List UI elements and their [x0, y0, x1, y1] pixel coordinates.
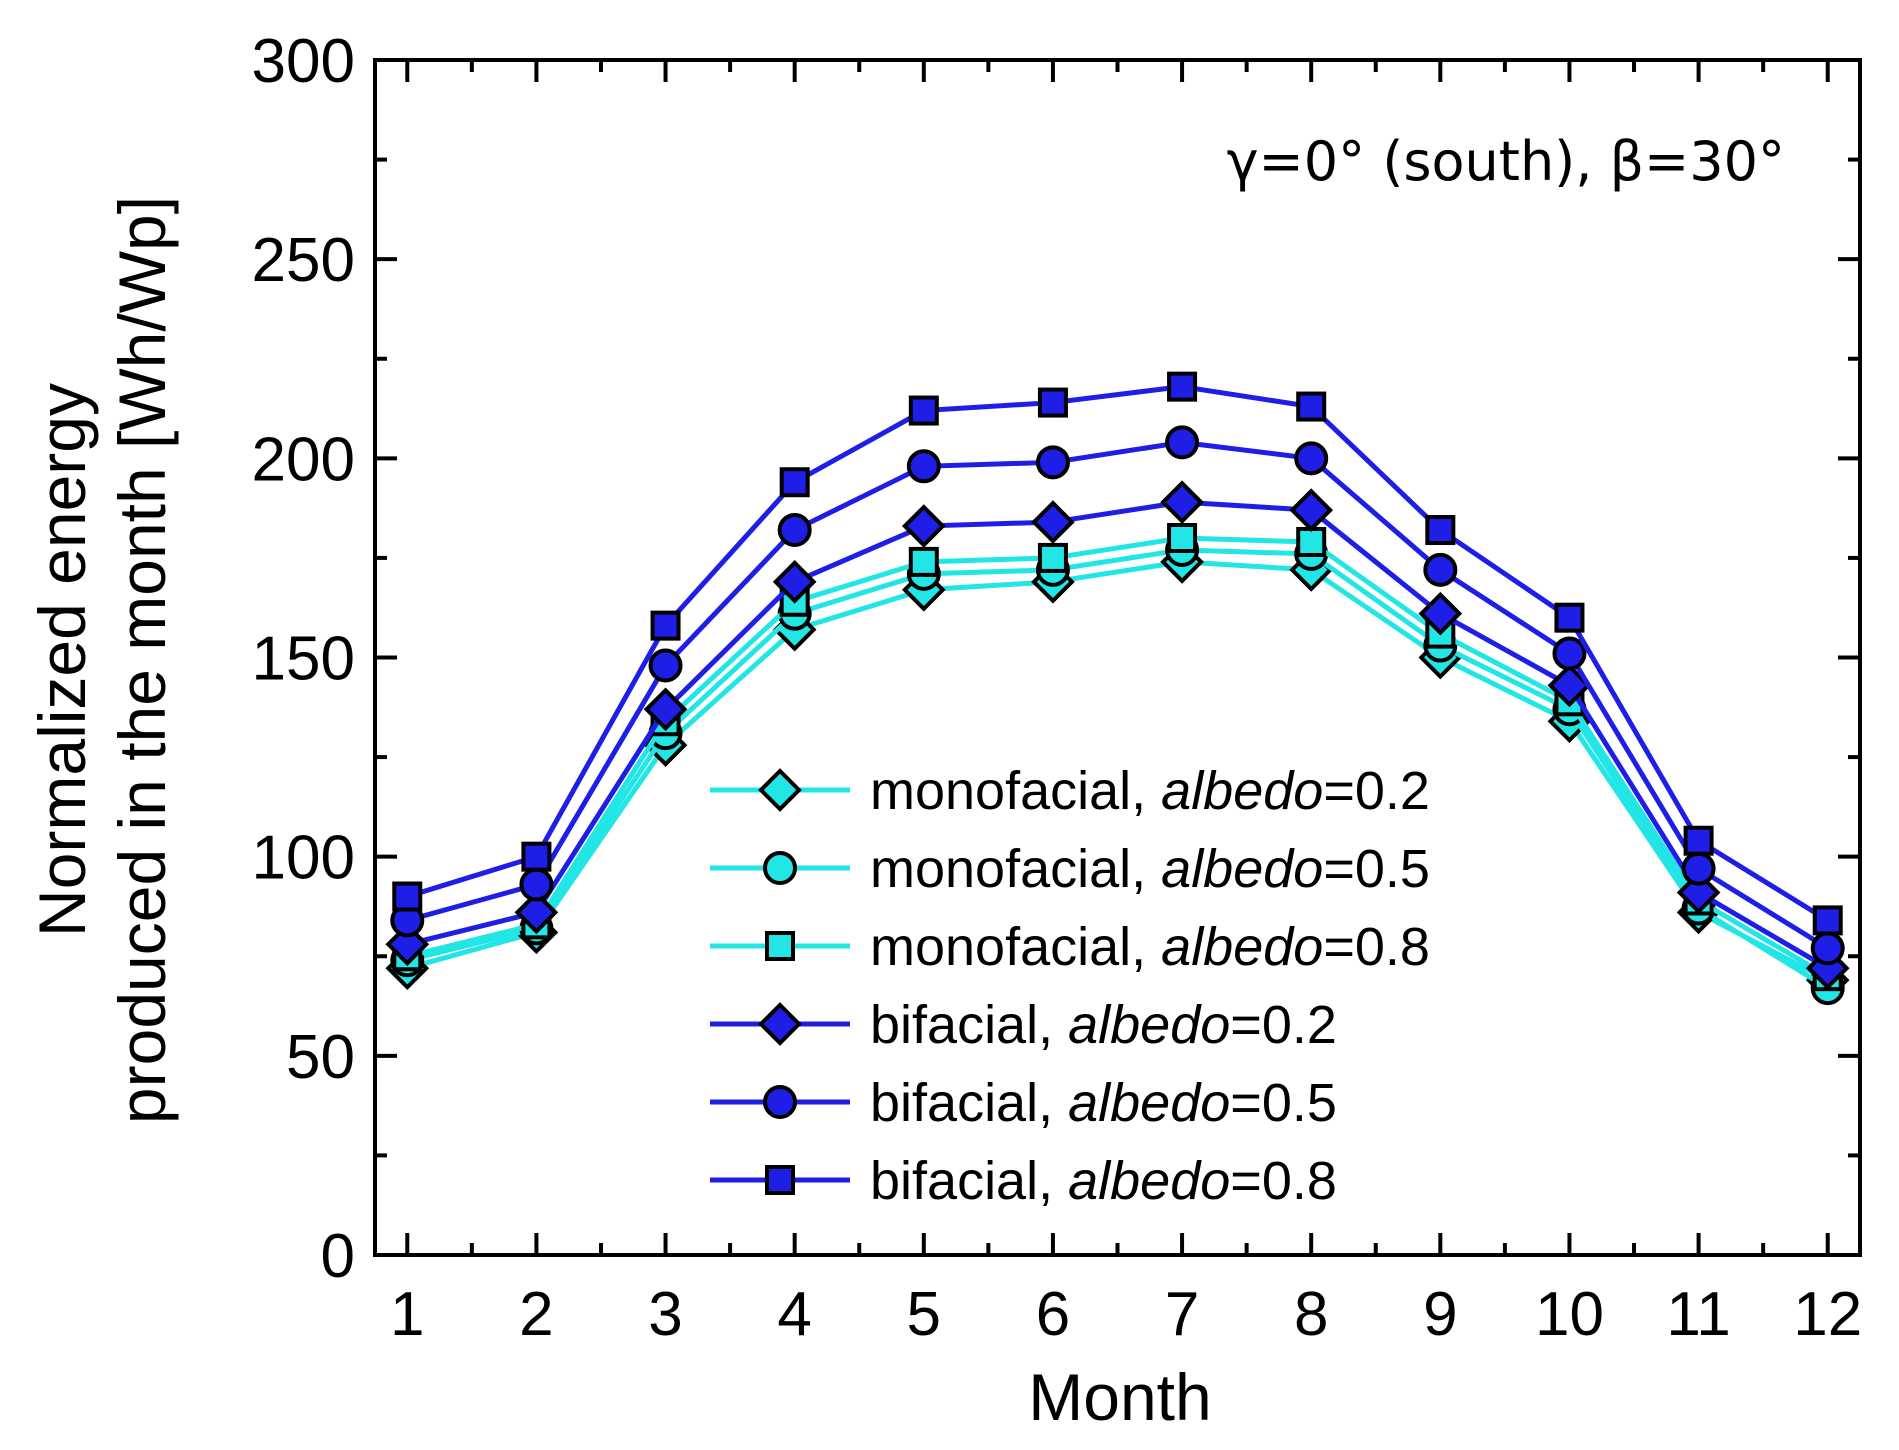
data-point	[392, 881, 423, 912]
x-tick-label: 4	[777, 1280, 811, 1349]
y-tick-label: 50	[286, 1023, 355, 1092]
data-point	[908, 395, 939, 426]
legend-marker	[758, 768, 802, 812]
series-line	[406, 559, 1829, 983]
legend-marker	[758, 1002, 802, 1046]
data-point	[1425, 515, 1456, 546]
data-point	[1296, 526, 1327, 557]
y-tick-label: 100	[252, 824, 355, 893]
data-point	[1160, 480, 1204, 524]
x-tick-label: 5	[907, 1280, 941, 1349]
x-tick-label: 3	[648, 1280, 682, 1349]
legend-entry: monofacial, albedo=0.2	[710, 761, 1430, 821]
data-point	[777, 513, 812, 548]
legend-label: monofacial, albedo=0.8	[870, 917, 1430, 977]
data-point	[1165, 425, 1200, 460]
data-point	[519, 867, 554, 902]
data-point	[906, 449, 941, 484]
legend-entry: monofacial, albedo=0.5	[710, 839, 1430, 899]
orientation-annotation: γ=0° (south), β=30°	[1227, 130, 1785, 193]
legend-label: monofacial, albedo=0.5	[870, 839, 1430, 899]
x-tick-label: 6	[1036, 1280, 1070, 1349]
series-5	[392, 371, 1843, 936]
series-layer	[385, 371, 1850, 1006]
data-point	[1037, 542, 1068, 573]
x-tick-label: 11	[1666, 1280, 1730, 1349]
data-point	[1296, 391, 1327, 422]
x-axis-title: Month	[1028, 1360, 1211, 1434]
x-tick-label: 10	[1535, 1280, 1604, 1349]
data-point	[521, 841, 552, 872]
data-point	[1035, 445, 1070, 480]
legend-entry: monofacial, albedo=0.8	[710, 917, 1430, 977]
data-point	[1681, 851, 1716, 886]
y-axis-title: Normalized energy produced in the month …	[25, 196, 179, 1124]
data-point	[1810, 931, 1845, 966]
data-point	[901, 504, 946, 548]
data-point	[1423, 552, 1458, 587]
data-point	[1552, 636, 1587, 671]
data-point	[1418, 591, 1463, 636]
data-point	[514, 890, 559, 935]
y-tick-label: 300	[252, 27, 355, 96]
legend-entry: bifacial, albedo=0.5	[710, 1073, 1337, 1133]
legend-entry: bifacial, albedo=0.8	[710, 1151, 1337, 1211]
legend-label: monofacial, albedo=0.2	[870, 761, 1430, 821]
y-tick-label: 0	[321, 1222, 355, 1291]
legend-marker	[765, 931, 795, 961]
y-tick-label: 150	[252, 625, 355, 694]
legend-entry: bifacial, albedo=0.2	[710, 995, 1337, 1055]
legend-label: bifacial, albedo=0.5	[870, 1073, 1337, 1133]
data-point	[1294, 441, 1329, 476]
data-point	[385, 922, 430, 967]
data-point	[1037, 387, 1068, 418]
legend-marker	[763, 851, 797, 885]
legend-label: bifacial, albedo=0.2	[870, 995, 1337, 1055]
x-tick-label: 2	[519, 1280, 553, 1349]
data-point	[1683, 825, 1714, 856]
y-axis-title-line1: Normalized energy	[25, 383, 99, 937]
data-point	[779, 467, 810, 498]
series-line	[406, 384, 1830, 923]
series-line	[406, 535, 1829, 979]
data-point	[1289, 488, 1334, 532]
series-line	[406, 439, 1830, 951]
data-point	[650, 610, 681, 641]
x-tick-label: 8	[1294, 1280, 1328, 1349]
x-tick-label: 7	[1165, 1280, 1199, 1349]
data-point	[1676, 870, 1721, 915]
series-line	[406, 547, 1830, 991]
y-tick-label: 200	[252, 425, 355, 494]
data-point	[1167, 523, 1198, 553]
y-axis-title-line2: produced in the month [Wh/Wp]	[105, 196, 179, 1124]
x-tick-label: 9	[1423, 1280, 1457, 1349]
data-point	[772, 559, 817, 604]
x-tick-label: 1	[390, 1280, 424, 1349]
legend: monofacial, albedo=0.2 monofacial, albedo…	[710, 761, 1430, 1211]
x-tick-label: 12	[1793, 1280, 1862, 1349]
data-point	[648, 648, 683, 683]
series-line	[406, 499, 1829, 971]
series-4	[390, 425, 1845, 966]
legend-marker	[763, 1085, 797, 1119]
data-point	[908, 546, 939, 577]
data-point	[1812, 905, 1843, 936]
legend-marker	[765, 1165, 795, 1195]
data-point	[1167, 371, 1198, 402]
y-tick-label: 250	[252, 226, 355, 295]
legend-label: bifacial, albedo=0.8	[870, 1151, 1337, 1211]
data-point	[1554, 602, 1585, 633]
data-point	[1031, 500, 1075, 544]
data-point	[643, 687, 688, 732]
plot-frame	[373, 58, 1862, 1257]
